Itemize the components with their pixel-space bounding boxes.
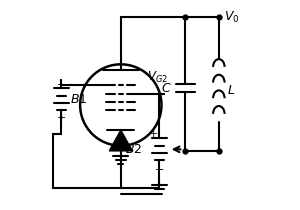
Text: $L$: $L$ <box>227 84 236 97</box>
Polygon shape <box>109 130 132 151</box>
Text: $-$: $-$ <box>154 163 164 173</box>
Text: $B2$: $B2$ <box>125 143 143 156</box>
Text: $+$: $+$ <box>56 112 66 123</box>
Text: $+$: $+$ <box>148 128 158 139</box>
Text: $B1$: $B1$ <box>70 93 87 106</box>
Text: $V_{G2}$: $V_{G2}$ <box>147 70 168 85</box>
Text: $C$: $C$ <box>161 82 172 95</box>
Text: $-$: $-$ <box>56 78 66 88</box>
Text: $V_0$: $V_0$ <box>224 10 240 25</box>
